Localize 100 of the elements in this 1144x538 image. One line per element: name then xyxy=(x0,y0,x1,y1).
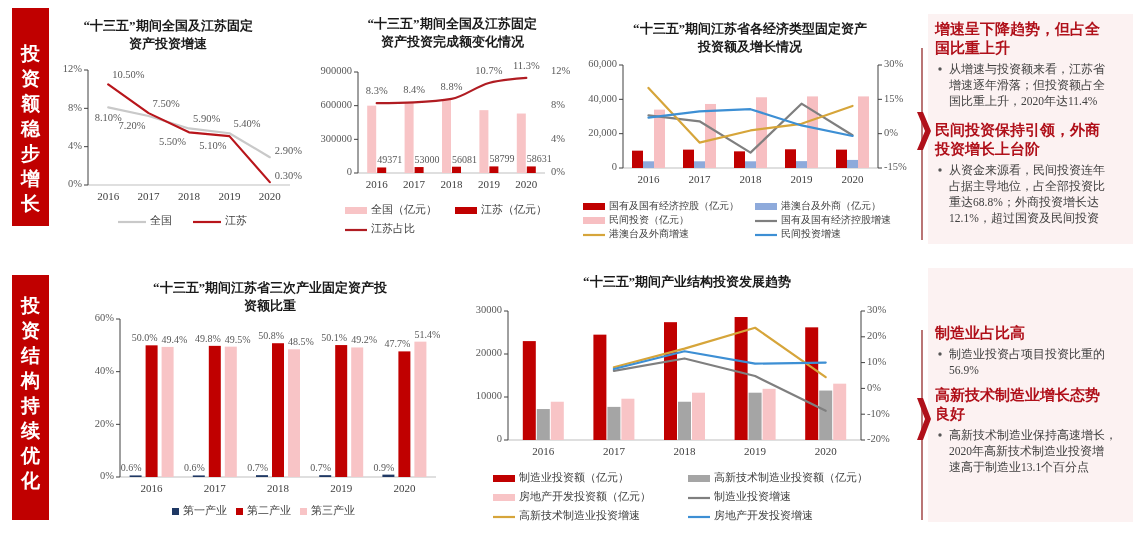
bar xyxy=(654,109,665,168)
legend-label: 第二产业 xyxy=(247,504,291,517)
y-tick-label: 300000 xyxy=(320,132,352,144)
bar xyxy=(351,347,364,477)
data-label: 0.6% xyxy=(183,462,205,474)
bar xyxy=(734,151,745,168)
x-tick-label: 2020 xyxy=(515,178,538,190)
y2-tick-label: 0% xyxy=(867,381,882,393)
bar xyxy=(621,398,635,440)
y-tick-label: 12% xyxy=(62,63,83,75)
legend-label: 高新技术制造业投资增速 xyxy=(519,509,640,522)
y-tick-label: 0% xyxy=(100,470,115,482)
text: 从增速与投资额来看，江苏省增速逐年滑落；但投资额占全国比重上升，2020年达11.4% xyxy=(948,62,1105,107)
legend-label: 全国 xyxy=(150,215,172,227)
bar xyxy=(748,392,762,440)
x-tick-label: 2017 xyxy=(602,445,626,457)
y-tick-label: 900000 xyxy=(320,65,352,77)
legend-label: 国有及国有经济控股（亿元） xyxy=(609,200,739,212)
line-series xyxy=(647,108,854,138)
legend-label: 第一产业 xyxy=(183,504,227,517)
y-tick-label: 8% xyxy=(68,101,83,113)
legend-label: 第三产业 xyxy=(311,504,355,517)
x-tick-label: 2019 xyxy=(790,173,813,185)
data-label: 50.0% xyxy=(131,332,158,344)
bar xyxy=(692,392,705,440)
data-label: 2.90% xyxy=(274,145,303,157)
data-label: 8.8% xyxy=(440,80,463,92)
data-label: 47.7% xyxy=(384,338,411,350)
bar xyxy=(694,161,705,168)
x-tick-label: 2020 xyxy=(841,173,864,185)
data-label: 8.4% xyxy=(403,84,426,96)
x-tick-label: 2018 xyxy=(178,190,201,202)
data-label: 0.7% xyxy=(247,462,268,474)
data-label: 8.3% xyxy=(365,85,388,97)
bar xyxy=(762,388,776,440)
y2-tick-label: 12% xyxy=(551,65,571,77)
bar xyxy=(208,345,221,477)
y-tick-label: 20,000 xyxy=(588,127,617,139)
legend-label: 房地产开发投资额（亿元） xyxy=(519,490,651,503)
x-tick-label: 2016 xyxy=(637,173,660,185)
bar xyxy=(847,159,858,168)
x-tick-label: 2017 xyxy=(203,482,227,494)
bar xyxy=(442,100,451,173)
bar xyxy=(479,110,489,173)
data-label: 49.8% xyxy=(194,332,221,344)
y2-tick-label: 10% xyxy=(867,356,887,368)
bar xyxy=(632,150,643,168)
bar xyxy=(683,149,694,168)
data-label: 49.2% xyxy=(351,334,378,346)
y-tick-label: 10000 xyxy=(475,390,502,402)
y-tick-label: 0% xyxy=(68,178,83,190)
x-tick-label: 2019 xyxy=(744,445,767,457)
bar xyxy=(664,322,677,440)
bar xyxy=(745,161,756,168)
data-label: 5.90% xyxy=(193,113,221,125)
line-series xyxy=(612,326,827,379)
text: 高新技术制造业保持高速增长，2020年高新技术制造业投资增速高于制造业13.1个百分点 xyxy=(949,428,1117,473)
text: 制造业占比高 xyxy=(934,324,1025,341)
data-label: 0.9% xyxy=(373,461,395,473)
y-tick-label: 4% xyxy=(68,140,83,152)
text: 增速呈下降趋势，但占全国比重上升 xyxy=(934,21,1101,56)
data-label: 0.30% xyxy=(274,170,303,182)
bar xyxy=(807,96,818,168)
bar xyxy=(414,167,424,173)
text: 投资额稳步增长 xyxy=(20,43,41,214)
bar xyxy=(272,343,284,477)
x-tick-label: 2017 xyxy=(403,178,426,190)
bar xyxy=(404,102,414,173)
data-label: 5.40% xyxy=(233,118,261,130)
x-tick-label: 2016 xyxy=(532,445,555,457)
y2-tick-label: -15% xyxy=(884,161,907,173)
y2-tick-label: -10% xyxy=(867,407,890,419)
data-label: 0.6% xyxy=(120,462,142,474)
data-label: 5.50% xyxy=(158,136,187,148)
bar xyxy=(516,113,526,173)
bar xyxy=(805,327,819,440)
x-tick-label: 2020 xyxy=(814,445,838,457)
y2-tick-label: 0% xyxy=(551,166,566,178)
y-tick-label: 60,000 xyxy=(588,58,617,70)
y2-tick-label: 4% xyxy=(551,132,566,144)
bar xyxy=(643,161,654,168)
bar xyxy=(593,334,607,440)
bar xyxy=(367,105,377,173)
bar xyxy=(414,341,427,477)
data-label: 49.4% xyxy=(161,333,188,345)
bar xyxy=(398,351,411,477)
y-tick-label: 600000 xyxy=(320,99,352,111)
legend-label: 港澳台及外商增速 xyxy=(609,228,689,240)
bar xyxy=(224,346,237,477)
chart-title: “十三五”期间产业结构投资发展趋势 xyxy=(583,274,791,289)
text: 民间投资保持引领，外商投资增长上台阶 xyxy=(934,121,1100,157)
legend-label: 江苏 xyxy=(225,214,247,227)
chart-title: “十三五”期间江苏省各经济类型固定资产投资额及增长情况 xyxy=(633,21,867,54)
chart-title: “十三五”期间江苏省三次产业固定资产投资额比重 xyxy=(153,280,388,313)
bar xyxy=(452,166,461,173)
data-label: 7.50% xyxy=(152,98,180,110)
data-label: 49.5% xyxy=(224,333,251,345)
y-tick-label: 0 xyxy=(611,161,617,173)
x-tick-label: 2019 xyxy=(330,482,353,494)
data-label: 5.10% xyxy=(199,140,227,152)
